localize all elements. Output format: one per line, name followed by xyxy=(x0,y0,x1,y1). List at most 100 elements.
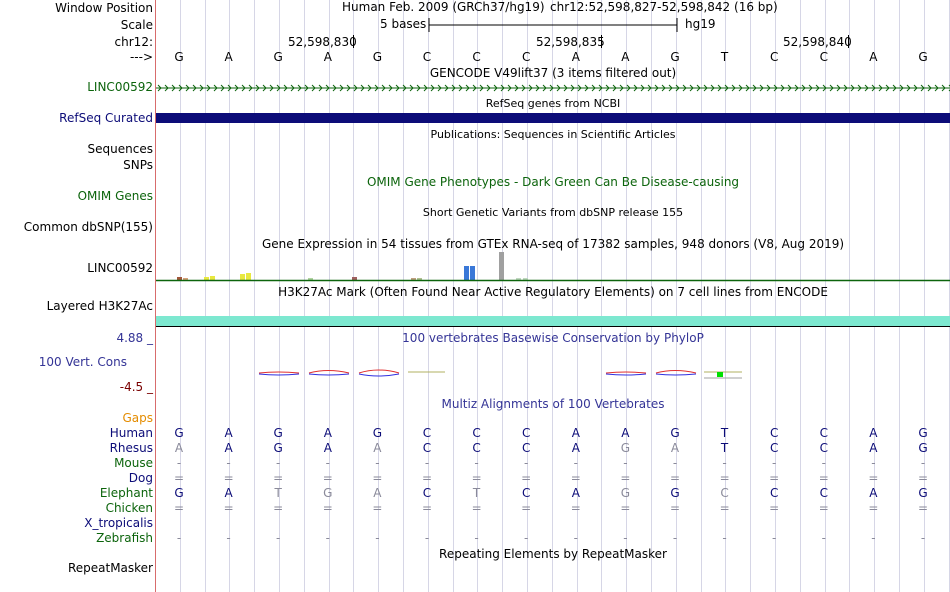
base-3: G xyxy=(273,50,283,64)
strand-chevron xyxy=(941,84,946,92)
strand-chevron xyxy=(535,84,540,92)
gridline xyxy=(775,0,776,592)
phylop-conservation-plot[interactable] xyxy=(156,364,950,384)
strand-chevron xyxy=(780,84,785,92)
species-label-dog[interactable]: Dog xyxy=(128,471,153,485)
alignment-base: - xyxy=(176,456,182,470)
alignment-base: C xyxy=(769,441,779,455)
alignment-base: A xyxy=(670,441,680,455)
alignment-base: - xyxy=(474,456,479,470)
strand-chevron xyxy=(633,84,638,92)
label-vert-cons[interactable]: 100 Vert. Cons xyxy=(38,355,127,369)
alignment-base: A xyxy=(869,426,878,440)
label-linc00592[interactable]: LINC00592 xyxy=(87,80,153,94)
alignment-base: = xyxy=(719,501,730,515)
strand-chevron xyxy=(472,84,477,92)
label-layered-h3k27ac[interactable]: Layered H3K27Ac xyxy=(46,299,153,313)
label-sequences[interactable]: Sequences xyxy=(87,142,153,156)
scale-db: hg19 xyxy=(685,17,716,31)
base-2: A xyxy=(224,50,233,64)
strand-chevron xyxy=(199,84,204,92)
alignment-base: - xyxy=(424,531,430,545)
strand-chevron xyxy=(402,84,407,92)
species-label-elephant[interactable]: Elephant xyxy=(99,486,153,500)
alignment-base: - xyxy=(672,531,678,545)
gtex-expression-chart[interactable] xyxy=(156,250,950,283)
species-label-zebrafish[interactable]: Zebrafish xyxy=(96,531,153,545)
gtex-bar xyxy=(516,278,521,280)
gtex-bar xyxy=(210,276,215,280)
species-label-chicken[interactable]: Chicken xyxy=(105,501,153,515)
strand-chevron xyxy=(185,84,190,92)
alignment-base: = xyxy=(471,501,482,515)
refseq-gene-bar[interactable] xyxy=(156,113,950,123)
label-cons-max: 4.88 _ xyxy=(116,331,153,345)
strand-chevron xyxy=(626,84,631,92)
alignment-base: = xyxy=(570,471,581,485)
alignment-base: - xyxy=(821,531,826,545)
strand-chevron xyxy=(304,84,309,92)
base-5: G xyxy=(372,50,383,64)
h3k27ac-signal-bar[interactable] xyxy=(156,316,950,326)
label-repeatmasker[interactable]: RepeatMasker xyxy=(67,561,153,575)
alignment-base: - xyxy=(623,456,628,470)
alignment-base: C xyxy=(819,441,828,455)
base-12: T xyxy=(720,50,729,64)
label-divider[interactable] xyxy=(155,0,156,592)
track-area[interactable]: Human Feb. 2009 (GRCh37/hg19) chr12:52,5… xyxy=(156,0,950,592)
alignment-base: - xyxy=(524,456,529,470)
strand-chevron xyxy=(829,84,834,92)
strand-chevron xyxy=(332,84,337,92)
gtex-bar xyxy=(470,266,475,280)
label-common-dbsnp[interactable]: Common dbSNP(155) xyxy=(23,220,153,234)
base-6: C xyxy=(422,50,432,64)
species-label-human[interactable]: Human xyxy=(109,426,153,440)
label-snps[interactable]: SNPs xyxy=(123,158,153,172)
strand-chevron xyxy=(647,84,652,92)
alignment-base: = xyxy=(769,471,780,485)
linc00592-transcript[interactable] xyxy=(156,82,950,94)
gridline xyxy=(378,0,379,592)
ruler-tick-mark-3 xyxy=(848,35,849,48)
strand-chevron xyxy=(612,84,617,92)
gridline xyxy=(750,0,751,592)
label-omim-genes[interactable]: OMIM Genes xyxy=(77,189,153,203)
ruler-tick-mark-1 xyxy=(353,35,354,48)
label-gtex-gene[interactable]: LINC00592 xyxy=(87,261,153,275)
base-16: G xyxy=(918,50,928,64)
species-label-mouse[interactable]: Mouse xyxy=(114,456,153,470)
alignment-base: - xyxy=(375,531,380,545)
strand-chevron xyxy=(255,84,260,92)
alignment-base: C xyxy=(769,426,779,440)
ruler-tick-3: 52,598,840 xyxy=(783,35,852,49)
strand-chevron xyxy=(528,84,533,92)
strand-chevron xyxy=(192,84,197,92)
h3k27ac-baseline xyxy=(156,326,950,327)
alignment-base: = xyxy=(917,471,929,485)
alignment-base: - xyxy=(772,456,777,470)
alignment-base: = xyxy=(273,501,284,515)
alignment-base: - xyxy=(821,456,826,470)
alignment-base: - xyxy=(226,531,231,545)
phylop-track-title: 100 vertebrates Basewise Conservation by… xyxy=(402,331,704,345)
alignment-base: A xyxy=(869,441,878,455)
species-label-x_tropicalis[interactable]: X_tropicalis xyxy=(84,516,153,530)
label-refseq-curated[interactable]: RefSeq Curated xyxy=(59,111,153,125)
alignment-base: - xyxy=(474,531,479,545)
label-gaps[interactable]: Gaps xyxy=(122,411,153,425)
label-window-position: Window Position xyxy=(55,1,153,15)
species-label-rhesus[interactable]: Rhesus xyxy=(109,441,153,455)
gridline xyxy=(849,0,850,592)
strand-chevron xyxy=(640,84,645,92)
alignment-base: = xyxy=(570,501,581,515)
gridline xyxy=(205,0,206,592)
alignment-base: - xyxy=(325,456,330,470)
repeatmasker-track-title: Repeating Elements by RepeatMasker xyxy=(439,547,667,561)
gridline xyxy=(329,0,330,592)
strand-chevron xyxy=(388,84,393,92)
alignment-base: = xyxy=(868,471,879,485)
position-text: chr12:52,598,827-52,598,842 (16 bp) xyxy=(550,0,778,14)
strand-chevron xyxy=(843,84,848,92)
strand-chevron xyxy=(913,84,918,92)
omim-track-title: OMIM Gene Phenotypes - Dark Green Can Be… xyxy=(366,175,740,189)
